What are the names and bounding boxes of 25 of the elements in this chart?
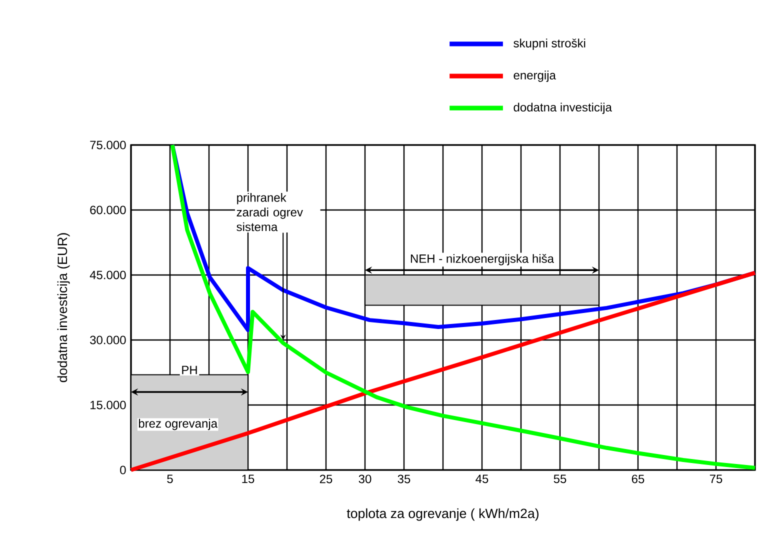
x-tick-label: 55: [554, 474, 566, 484]
line-series: [129, 270, 757, 472]
x-axis-title: toplota za ogrevanje ( kWh/m2a): [346, 508, 538, 521]
x-tick-label: 25: [320, 474, 332, 484]
legend-label: skupni stroški: [514, 38, 586, 50]
x-tick-label: 15: [242, 474, 254, 484]
x-tick-label: 75: [710, 474, 722, 484]
y-tick-label: 75.000: [90, 140, 126, 150]
x-tick-label: 30: [358, 474, 372, 484]
legend-label: energija: [514, 70, 556, 82]
legend-label: dodatna investicija: [514, 102, 612, 114]
band-label: NEH - nizkoenergijska hiša: [410, 254, 554, 266]
y-tick-label: 15.000: [90, 400, 126, 410]
y-tick-label: 60.000: [90, 206, 126, 214]
x-tick-label: 45: [476, 474, 488, 484]
annotation: prihranek zaradi ogrev sistema: [236, 193, 303, 232]
x-tick-label: 5: [167, 474, 173, 484]
y-tick-label: 45.000: [90, 270, 126, 280]
x-tick-label: 35: [398, 474, 410, 484]
y-tick-label: 0: [120, 466, 126, 474]
y-axis-title: dodatna investicija (EUR): [57, 233, 70, 382]
x-tick-label: 65: [632, 474, 644, 484]
annotation: brez ogrevanja: [138, 418, 218, 430]
band-label: PH: [182, 366, 197, 374]
y-tick-label: 30.000: [90, 336, 126, 344]
